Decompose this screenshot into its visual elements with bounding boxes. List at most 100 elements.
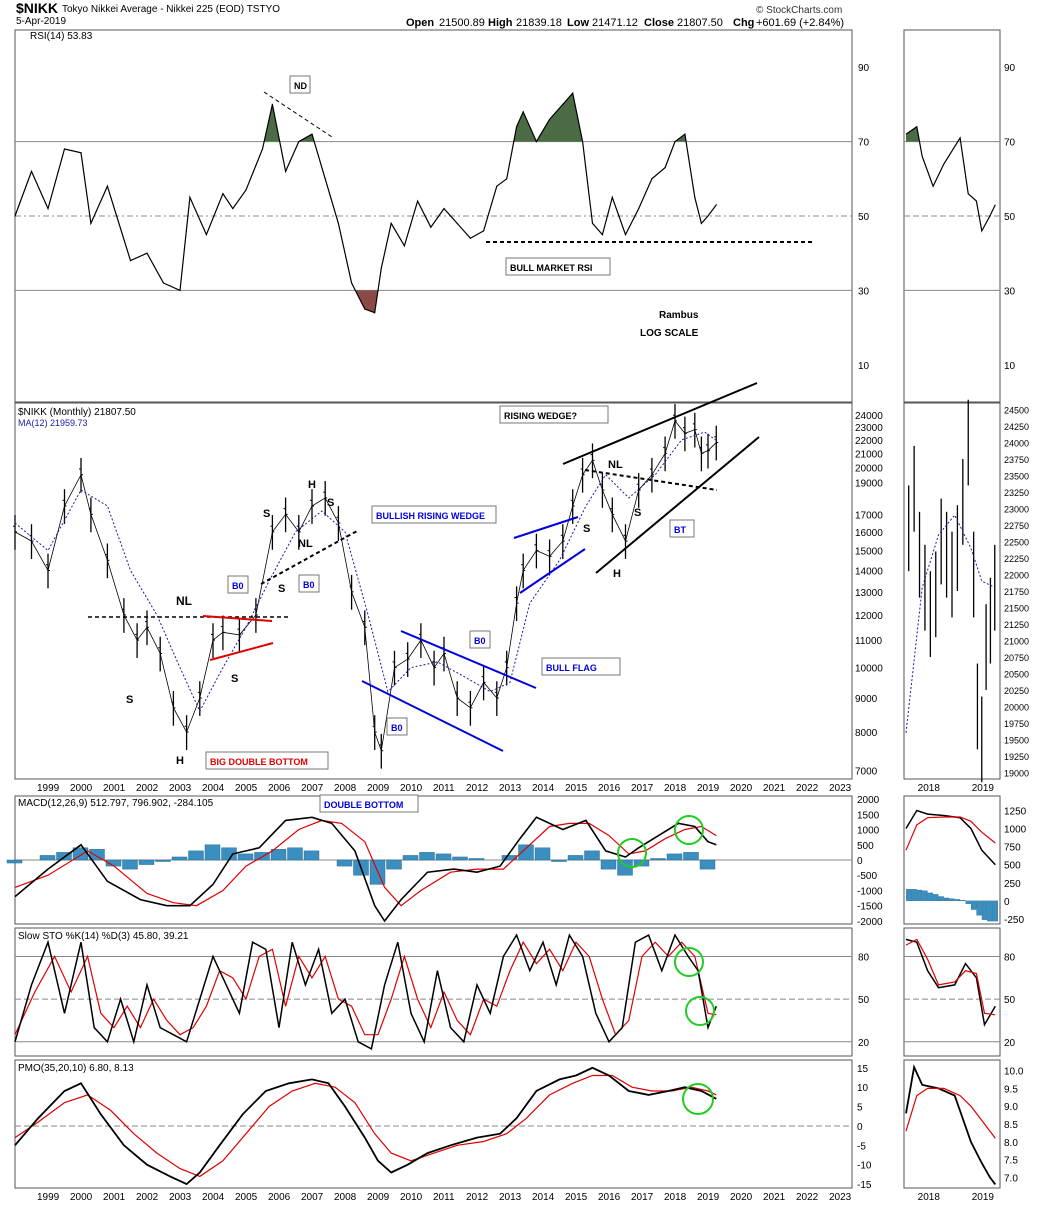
b0-label-2007-box <box>298 574 320 593</box>
rsi-point <box>80 152 82 154</box>
rsi-point <box>496 185 498 187</box>
bull-flag-label-box <box>541 657 621 676</box>
right-sto-tick-label: 80 <box>1004 952 1016 963</box>
bottom-year-label: 2009 <box>367 1192 390 1203</box>
rsi-point <box>311 133 313 135</box>
right-price-tick-label: 20250 <box>1004 686 1029 696</box>
shoulder-label-2006a: S <box>263 508 270 520</box>
right-price-tick-label: 21250 <box>1004 620 1029 630</box>
b0-label-2009: B0 <box>391 723 403 733</box>
right-rsi-tick-label: 70 <box>1004 138 1016 149</box>
macd-histogram-bar <box>254 852 270 861</box>
rsi-point <box>684 133 686 135</box>
macd-histogram-bar <box>402 855 419 861</box>
rsi-point <box>516 126 518 128</box>
rsi-point <box>374 312 376 314</box>
right-macd-histogram-bar <box>938 896 944 902</box>
rsi-point <box>380 267 382 269</box>
rsi-point <box>403 245 405 247</box>
macd-histogram-bar <box>89 849 105 861</box>
rsi-point <box>245 189 247 191</box>
chart-header: $NIKK Tokyo Nikkei Average - Nikkei 225 … <box>16 0 844 29</box>
right-sto-d-line <box>905 938 996 1016</box>
price-tick-label: 7000 <box>855 767 878 778</box>
macd-histogram-bar <box>584 850 600 861</box>
macd-tick-label: 2000 <box>857 795 880 806</box>
macd-histogram-bar <box>138 859 155 865</box>
year-label: 2006 <box>268 783 291 794</box>
rsi-point <box>700 222 703 225</box>
rsi-point <box>232 207 234 210</box>
right-pmo-tick-label: 8.0 <box>1004 1138 1018 1149</box>
b0-label-2007: B0 <box>303 580 315 590</box>
bottom-year-label: 2001 <box>103 1192 126 1203</box>
right-macd-tick-label: 0 <box>1004 897 1010 908</box>
rsi-point <box>535 141 538 143</box>
year-label: 2012 <box>466 783 489 794</box>
macd-histogram-bar <box>237 853 254 861</box>
neckline-2006-2008 <box>260 530 358 585</box>
right-price-tick-label: 24500 <box>1004 406 1029 416</box>
right-macd-tick-label: 1250 <box>1004 806 1027 817</box>
right-pmo-tick-label: 8.5 <box>1004 1120 1018 1131</box>
rsi-point <box>179 289 181 291</box>
price-tick-label: 17000 <box>855 510 883 521</box>
rsi-title: RSI(14) 53.83 <box>30 31 93 42</box>
pmo-tick-label: 0 <box>857 1122 863 1133</box>
rsi-point <box>549 118 551 120</box>
year-label: 2004 <box>202 783 225 794</box>
right-price-tick-label: 24250 <box>1004 422 1029 432</box>
right-rsi-tick-label: 50 <box>1004 212 1016 223</box>
bottom-year-label: 2002 <box>136 1192 159 1203</box>
right-price-frame <box>903 402 1001 780</box>
right-price-tick-label: 19000 <box>1004 768 1029 778</box>
year-label: 2013 <box>499 783 522 794</box>
price-tick-label: 20000 <box>855 463 883 474</box>
bottom-year-label: 2000 <box>70 1192 93 1203</box>
right-year-label: 2019 <box>972 783 995 794</box>
sto-tick-label: 50 <box>858 995 870 1006</box>
price-tick-label: 9000 <box>855 694 878 705</box>
b0-label-2005-box <box>227 575 249 594</box>
bullish-wedge-lower-line <box>519 548 586 594</box>
bottom-year-label: 2021 <box>763 1192 786 1203</box>
bottom-year-label: 2016 <box>598 1192 621 1203</box>
rsi-overbought-fill <box>264 93 687 142</box>
macd-histogram-bar <box>287 847 303 861</box>
shoulder-label-2005: S <box>231 673 238 685</box>
right-macd-frame <box>903 795 1001 925</box>
rsi-point <box>601 234 604 236</box>
double-bottom-label: DOUBLE BOTTOM <box>324 800 403 810</box>
rsi-point <box>664 167 666 169</box>
rsi-nd-label-box <box>289 75 311 94</box>
macd-histogram-bar <box>567 855 584 861</box>
bottom-year-label: 2008 <box>334 1192 357 1203</box>
rsi-point <box>351 282 353 284</box>
bottom-year-label: 2014 <box>532 1192 555 1203</box>
rsi-point <box>298 141 300 143</box>
pmo-tick-label: 10 <box>857 1083 869 1094</box>
right-sto-frame <box>903 927 1001 1057</box>
close-label: Close <box>644 17 674 29</box>
right-macd-line <box>905 809 996 866</box>
rsi-panel-frame <box>14 29 853 403</box>
macd-histogram-bar <box>419 852 435 861</box>
rsi-point <box>707 215 709 217</box>
shoulder-label-2006b: S <box>278 583 285 595</box>
year-label: 2014 <box>532 783 555 794</box>
rsi-point <box>390 222 392 225</box>
bull-market-rsi-label: BULL MARKET RSI <box>510 263 592 273</box>
right-price-tick-label: 20750 <box>1004 653 1029 663</box>
bt-label-box <box>669 519 695 538</box>
rsi-point <box>189 196 191 198</box>
right-macd-tick-label: 1000 <box>1004 825 1027 836</box>
year-label: 2007 <box>301 783 324 794</box>
price-tick-label: 21000 <box>855 449 883 460</box>
high-value: 21839.18 <box>516 17 562 29</box>
right-macd-histogram-bar <box>954 899 961 902</box>
bottom-year-label: 2004 <box>202 1192 225 1203</box>
rising-wedge-label-box <box>499 405 609 424</box>
right-price-tick-label: 22500 <box>1004 538 1029 548</box>
right-macd-histogram-bar <box>943 897 950 902</box>
macd-histogram-bar <box>600 859 617 870</box>
